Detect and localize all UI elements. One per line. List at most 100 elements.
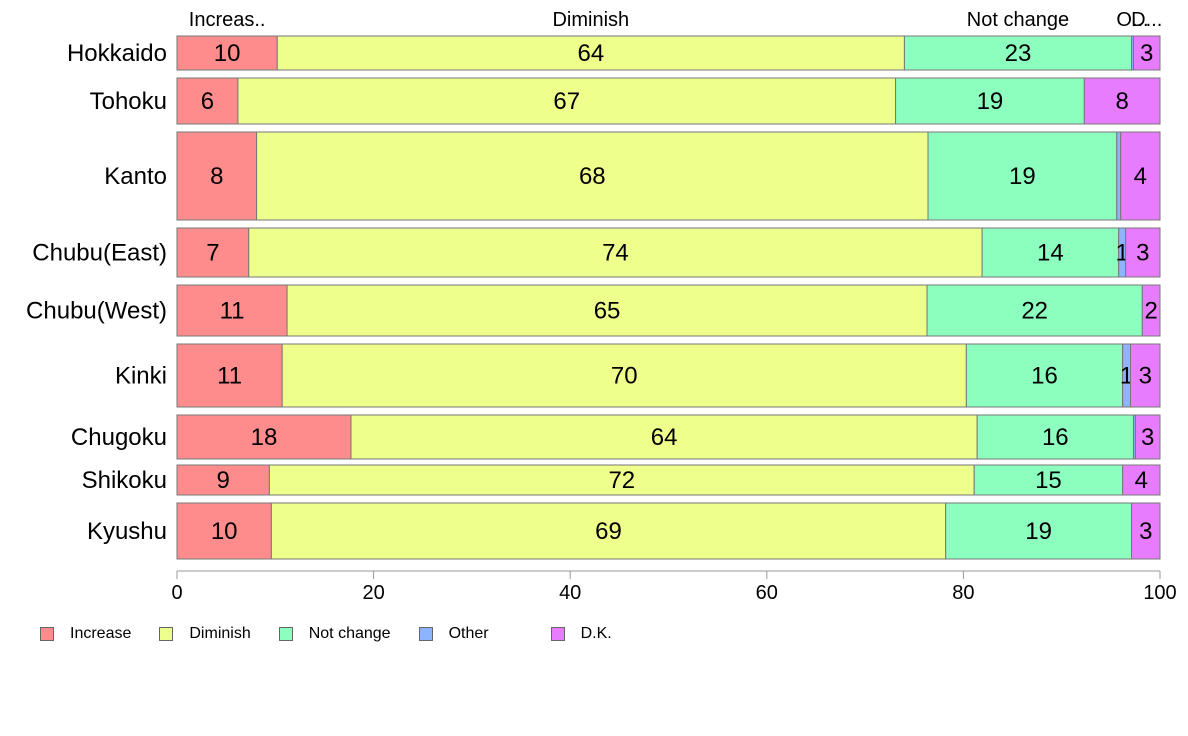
legend-swatch-not-change bbox=[278, 627, 293, 641]
data-label: 8 bbox=[1115, 88, 1128, 115]
data-label: 3 bbox=[1136, 240, 1149, 267]
data-label: 10 bbox=[214, 40, 241, 67]
data-label: 74 bbox=[602, 240, 629, 267]
data-label: 9 bbox=[217, 467, 230, 494]
legend-item-other: Other bbox=[418, 625, 489, 643]
legend-swatch-other bbox=[418, 627, 433, 641]
data-label: 64 bbox=[651, 424, 678, 451]
data-label: 65 bbox=[594, 298, 621, 325]
column-header-label: Increas.. bbox=[189, 9, 266, 31]
x-tick-label: 40 bbox=[559, 582, 581, 604]
bar-segment bbox=[973, 464, 1124, 496]
bar-segment bbox=[176, 414, 352, 460]
bar-segment bbox=[1116, 131, 1122, 221]
category-label: Tohoku bbox=[90, 88, 167, 115]
data-label: 70 bbox=[611, 363, 638, 390]
bar-segment bbox=[1134, 414, 1161, 460]
data-label: 4 bbox=[1134, 163, 1147, 190]
data-label: 7 bbox=[206, 240, 219, 267]
data-label: 72 bbox=[608, 467, 635, 494]
category-label: Shikoku bbox=[82, 467, 167, 494]
bar-segment bbox=[945, 502, 1132, 560]
bar-segment bbox=[276, 35, 905, 71]
data-label: 11 bbox=[217, 363, 242, 390]
data-label: 3 bbox=[1139, 363, 1152, 390]
bar-segment bbox=[1125, 227, 1161, 278]
legend-item-increase: Increase bbox=[40, 625, 131, 643]
category-label: Chubu(East) bbox=[32, 240, 167, 267]
data-label: 23 bbox=[1005, 40, 1032, 67]
data-label: 3 bbox=[1141, 424, 1154, 451]
legend: Increase Diminish Not change Other D.K. bbox=[40, 624, 640, 644]
bar-segment bbox=[281, 343, 967, 408]
data-label: 8 bbox=[210, 163, 223, 190]
data-label: 16 bbox=[1042, 424, 1069, 451]
legend-label-not-change: Not change bbox=[308, 625, 391, 642]
legend-label-dk: D.K. bbox=[580, 625, 612, 642]
bar-segment bbox=[268, 464, 975, 496]
bar-segment bbox=[350, 414, 978, 460]
bar-segment bbox=[176, 284, 288, 337]
data-label: 11 bbox=[220, 298, 245, 325]
legend-item-diminish: Diminish bbox=[159, 625, 251, 643]
legend-swatch-dk bbox=[550, 627, 565, 641]
bar-segment bbox=[176, 35, 278, 71]
bar-segment bbox=[976, 414, 1134, 460]
column-header-label: O... bbox=[1116, 9, 1148, 31]
bar-segment bbox=[895, 77, 1085, 125]
data-label: 67 bbox=[553, 88, 580, 115]
bar-segment bbox=[256, 131, 929, 221]
data-label: 6 bbox=[201, 88, 214, 115]
column-header-label: Diminish bbox=[552, 9, 629, 31]
category-label: Kyushu bbox=[87, 518, 167, 545]
data-label: 3 bbox=[1139, 518, 1152, 545]
data-label: 4 bbox=[1135, 467, 1148, 494]
bar-segment bbox=[176, 502, 272, 560]
category-label: Chugoku bbox=[71, 424, 167, 451]
bar-segment bbox=[1122, 464, 1161, 496]
legend-swatch-increase bbox=[40, 627, 54, 641]
bar-segment bbox=[1141, 284, 1161, 337]
category-label: Hokkaido bbox=[67, 40, 167, 67]
bar-segment bbox=[286, 284, 928, 337]
x-tick-label: 100 bbox=[1143, 582, 1176, 604]
data-label: 69 bbox=[595, 518, 622, 545]
bar-segment bbox=[1120, 131, 1161, 221]
x-tick-label: 60 bbox=[756, 582, 778, 604]
legend-item-dk: D.K. bbox=[550, 625, 612, 643]
bar-segment bbox=[1130, 343, 1161, 408]
data-label: 19 bbox=[1025, 518, 1052, 545]
bar-segment bbox=[270, 502, 947, 560]
x-tick-label: 20 bbox=[362, 582, 384, 604]
data-label: 14 bbox=[1037, 240, 1064, 267]
bar-segment bbox=[176, 131, 258, 221]
bar-segment bbox=[1132, 35, 1161, 71]
column-header-label: D... bbox=[1131, 9, 1162, 31]
category-label: Chubu(West) bbox=[26, 298, 167, 325]
data-label: 19 bbox=[1009, 163, 1036, 190]
data-label: 15 bbox=[1035, 467, 1062, 494]
bar-segment bbox=[176, 343, 283, 408]
bar-segment bbox=[176, 227, 250, 278]
category-label: Kanto bbox=[104, 163, 167, 190]
data-label: 16 bbox=[1031, 363, 1058, 390]
column-header-label: Not change bbox=[967, 9, 1069, 31]
data-label: 10 bbox=[211, 518, 238, 545]
bar-segment bbox=[176, 464, 270, 496]
bar-segment bbox=[981, 227, 1120, 278]
data-label: 2 bbox=[1144, 298, 1157, 325]
legend-label-increase: Increase bbox=[70, 625, 132, 642]
x-tick-label: 80 bbox=[952, 582, 974, 604]
legend-swatch-diminish bbox=[159, 627, 174, 641]
legend-label-other: Other bbox=[448, 625, 489, 642]
bar-segment bbox=[1130, 502, 1161, 560]
data-label: 3 bbox=[1140, 40, 1153, 67]
bar-segment bbox=[248, 227, 983, 278]
bar-segment bbox=[926, 284, 1143, 337]
legend-label-diminish: Diminish bbox=[189, 625, 251, 642]
bar-segment bbox=[927, 131, 1118, 221]
x-tick-label: 0 bbox=[171, 582, 182, 604]
data-label: 18 bbox=[251, 424, 278, 451]
category-label: Kinki bbox=[115, 363, 167, 390]
